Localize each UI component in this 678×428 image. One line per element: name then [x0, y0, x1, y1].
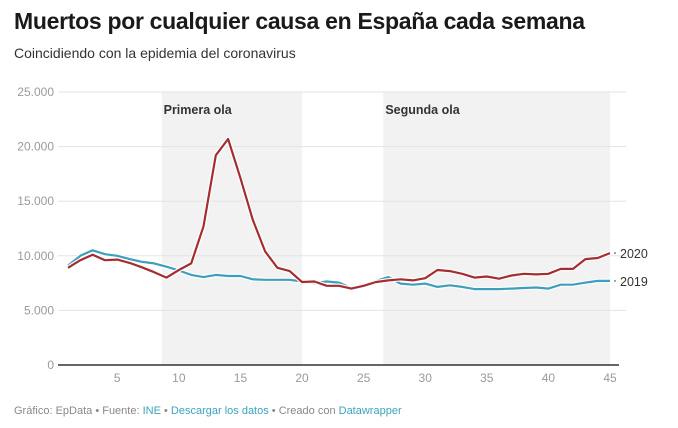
chart-footer: Gráfico: EpData • Fuente: INE • Descarga… — [14, 405, 402, 417]
chart-subtitle: Coincidiendo con la epidemia del coronav… — [14, 45, 296, 61]
line-chart: Primera ola Segunda ola 0 5.000 10.000 15.000… — [17, 85, 648, 385]
datawrapper-link[interactable]: Datawrapper — [338, 405, 402, 417]
wave-band-label: Segunda ola — [385, 103, 460, 117]
series-layer — [66, 136, 611, 292]
x-tick-label: 45 — [603, 371, 617, 385]
wave-band-label: Primera ola — [164, 103, 233, 117]
x-tick-label: 35 — [480, 371, 494, 385]
x-tick-label: 10 — [172, 371, 186, 385]
chart-title: Muertos por cualquier causa en España ca… — [14, 8, 585, 34]
y-tick-label: 25.000 — [17, 85, 54, 99]
footer-separator: • — [160, 405, 171, 417]
x-tick-label: 15 — [234, 371, 248, 385]
labels-layer: Primera ola Segunda ola 0 5.000 10.000 15.000… — [17, 85, 648, 385]
y-tick-label: 10.000 — [17, 249, 54, 263]
x-tick-label: 25 — [357, 371, 371, 385]
y-tick-label: 15.000 — [17, 194, 54, 208]
wave-band — [383, 92, 610, 365]
y-tick-label: 20.000 — [17, 140, 54, 154]
x-tick-label: 40 — [542, 371, 556, 385]
x-tick-label: 5 — [114, 371, 121, 385]
series-label-2020: 2020 — [620, 247, 648, 261]
download-data-link[interactable]: Descargar los datos — [170, 405, 269, 417]
footer-credit: Gráfico: EpData • Fuente: — [14, 405, 143, 417]
x-tick-label: 20 — [295, 371, 309, 385]
wave-band — [161, 92, 303, 365]
y-tick-label: 5.000 — [24, 303, 54, 317]
series-line-2019 — [67, 249, 610, 291]
bands-layer — [161, 92, 610, 365]
grid-layer — [58, 91, 626, 366]
series-line-2020 — [67, 137, 611, 290]
source-link[interactable]: INE — [142, 405, 161, 417]
series-label-dot — [614, 279, 616, 282]
x-tick-label: 30 — [419, 371, 433, 385]
y-tick-label: 0 — [47, 358, 54, 372]
series-label-dot — [614, 252, 616, 255]
series-label-2019: 2019 — [620, 275, 648, 289]
footer-created: • Creado con — [268, 405, 339, 417]
